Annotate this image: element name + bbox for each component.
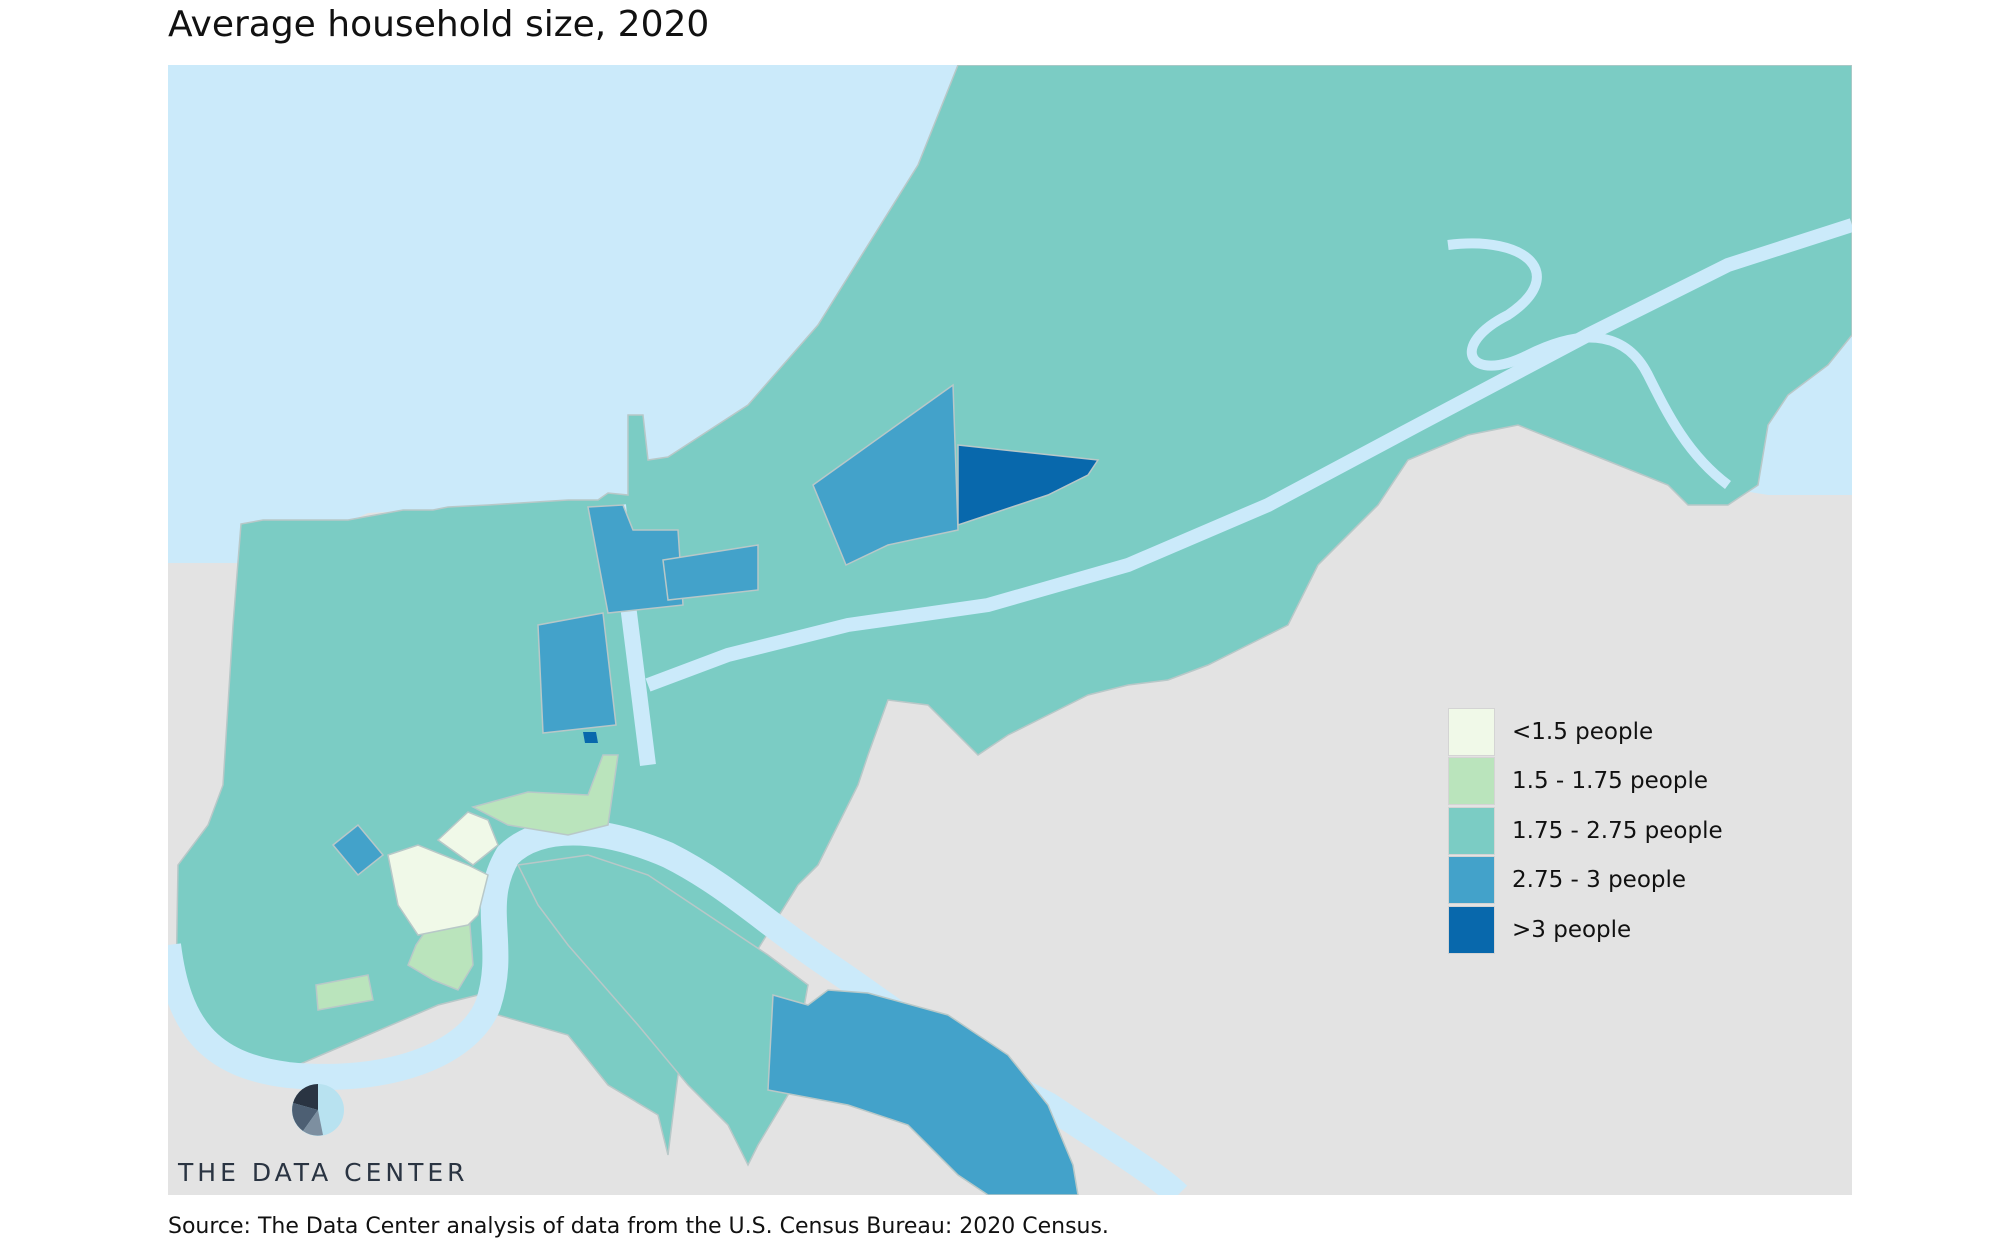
map-area[interactable]	[168, 65, 1852, 1195]
region-blue-east-2	[587, 504, 684, 614]
region-darkblue-small	[583, 732, 598, 743]
map-title: Average household size, 2020	[168, 4, 710, 45]
legend-swatch	[1448, 856, 1495, 905]
legend-item: 1.5 - 1.75 people	[1448, 757, 1723, 807]
legend-swatch	[1448, 806, 1495, 855]
legend-item: <1.5 people	[1448, 707, 1723, 757]
source-note: Source: The Data Center analysis of data…	[168, 1214, 1109, 1239]
region-blue-gentilly	[537, 612, 617, 734]
region-blue-east-3	[662, 544, 759, 601]
legend-swatch	[1448, 707, 1495, 756]
legend-item: >3 people	[1448, 905, 1723, 955]
bayou-east	[1447, 238, 1732, 489]
legend-swatch	[1448, 757, 1495, 806]
pie-logo-icon	[292, 1084, 344, 1136]
region-blue-east-1	[812, 383, 959, 567]
region-lightgreen-marigny	[470, 754, 619, 836]
region-blue-uptown	[331, 823, 385, 877]
legend-label: <1.5 people	[1512, 718, 1654, 745]
logo-text: THE DATA CENTER	[178, 1158, 469, 1187]
legend: <1.5 people 1.5 - 1.75 people 1.75 - 2.7…	[1448, 707, 1723, 955]
legend-label: 1.5 - 1.75 people	[1512, 768, 1708, 795]
legend-label: 1.75 - 2.75 people	[1512, 817, 1723, 844]
legend-item: 1.75 - 2.75 people	[1448, 806, 1723, 856]
region-lightgreen-uptown	[315, 974, 374, 1011]
region-palegreen-quarter	[387, 844, 489, 936]
region-teal-lower-bend	[516, 854, 809, 1167]
region-blue-westbank	[767, 989, 1079, 1195]
choropleth-map	[168, 65, 1852, 1195]
legend-label: 2.75 - 3 people	[1512, 867, 1687, 894]
legend-item: 2.75 - 3 people	[1448, 856, 1723, 906]
region-palegreen-cbd	[436, 811, 499, 866]
legend-label: >3 people	[1512, 916, 1632, 943]
data-center-logo: THE DATA CENTER	[178, 1082, 478, 1192]
gulf-outlet-canal	[645, 218, 1852, 692]
legend-swatch	[1448, 905, 1495, 954]
